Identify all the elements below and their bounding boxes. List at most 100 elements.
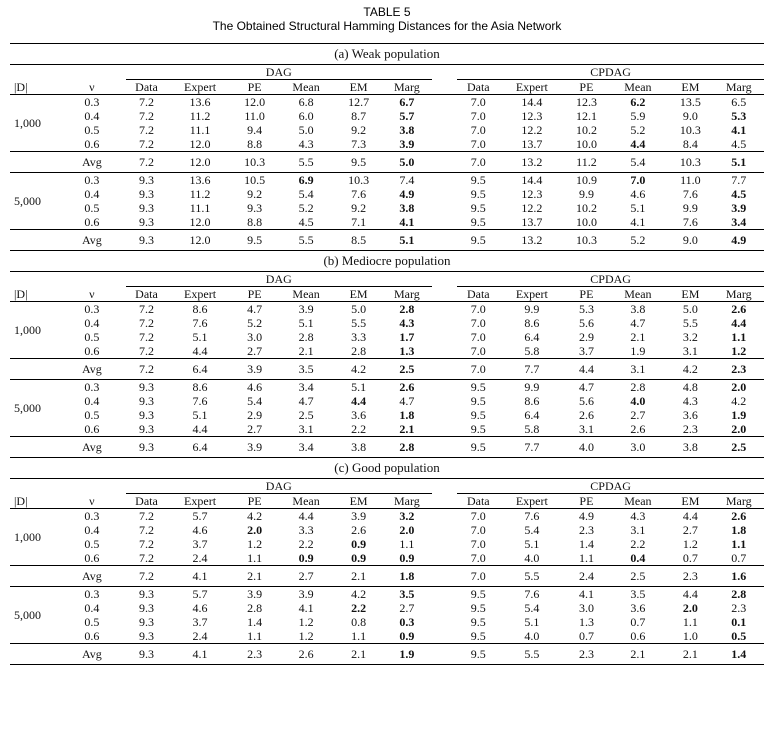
dag-value-cell: 6.7 xyxy=(381,94,433,109)
cpdag-value-cell: 7.0 xyxy=(470,316,486,330)
dag-value-cell: 0.8 xyxy=(351,615,367,629)
cpdag-value-cell: 8.4 xyxy=(682,137,698,151)
group-header-cpdag: CPDAG xyxy=(457,478,764,494)
dag-value-cell: 4.7 xyxy=(399,394,415,408)
cpdag-value-cell: 5.0 xyxy=(667,301,714,316)
cpdag-value-cell: 5.2 xyxy=(630,123,646,137)
cpdag-value-cell: 2.0 xyxy=(731,422,747,436)
cpdag-value-cell: 1.1 xyxy=(682,615,698,629)
blank-cell xyxy=(10,643,59,665)
dag-value-cell: 7.3 xyxy=(351,137,367,151)
dag-value-cell: 0.3 xyxy=(399,615,415,629)
dag-avg-cell: 7.2 xyxy=(125,358,168,380)
cpdag-value-cell: 7.0 xyxy=(470,137,486,151)
gap-cell xyxy=(432,344,457,359)
dag-value-cell: 6.8 xyxy=(276,94,336,109)
dag-value-cell: 0.9 xyxy=(298,551,314,565)
cpdag-value-cell: 7.0 xyxy=(470,109,486,123)
dag-value-cell: 2.6 xyxy=(351,523,367,537)
dag-value-cell: 4.7 xyxy=(298,394,314,408)
dag-value-cell: 0.9 xyxy=(399,551,415,565)
gap-cell xyxy=(432,287,457,302)
dag-value-cell: 1.1 xyxy=(351,629,367,643)
cpdag-avg-cell: 13.2 xyxy=(499,229,565,251)
cpdag-value-cell: 3.5 xyxy=(608,586,668,601)
gap-cell xyxy=(432,358,458,380)
cpdag-value-cell: 4.3 xyxy=(682,394,698,408)
dag-value-cell: 3.4 xyxy=(276,379,336,394)
dag-avg-cell: 5.5 xyxy=(276,151,336,173)
cpdag-value-cell: 4.8 xyxy=(667,379,714,394)
gap-cell xyxy=(432,271,458,287)
column-header: PE xyxy=(579,287,594,301)
dag-avg-cell: 9.3 xyxy=(125,643,168,665)
dag-value-cell: 4.6 xyxy=(192,523,208,537)
nu-cell: 0.4 xyxy=(84,109,100,123)
gap-cell xyxy=(432,565,458,587)
average-row: Avg 7.2 12.0 10.3 5.5 9.5 5.0 7.0 13.2 11.2 5.4 10.… xyxy=(10,151,764,173)
cpdag-value-cell: 4.7 xyxy=(630,316,646,330)
cpdag-value-cell: 1.2 xyxy=(682,537,698,551)
dag-value-cell: 4.2 xyxy=(335,586,382,601)
cpdag-value-cell: 8.6 xyxy=(524,316,540,330)
dag-avg-cell: 2.5 xyxy=(381,358,433,380)
column-header: EM xyxy=(349,80,368,94)
column-header-d: |D| xyxy=(14,286,28,301)
table-row: 1,000 0.3 7.2 8.6 4.7 3.9 5.0 2.8 7.0 9.9 5.3 3.8 5.… xyxy=(10,301,764,359)
cpdag-value-cell: 0.5 xyxy=(731,629,747,643)
cpdag-value-cell: 4.4 xyxy=(630,137,646,151)
column-header: Data xyxy=(135,80,158,94)
dag-value-cell: 3.9 xyxy=(276,301,336,316)
dag-avg-cell: 12.0 xyxy=(167,229,233,251)
cpdag-value-cell: 2.0 xyxy=(713,379,764,394)
cpdag-avg-cell: 2.3 xyxy=(564,643,609,665)
average-row: Avg 7.2 6.4 3.9 3.5 4.2 2.5 7.0 7.7 4.4 3.1 4.2 2.3 xyxy=(10,358,764,380)
blank-cell xyxy=(10,151,59,173)
cpdag-value-cell: 10.3 xyxy=(679,123,701,137)
gap-cell xyxy=(432,394,457,408)
cpdag-avg-cell: 10.3 xyxy=(667,151,714,173)
cpdag-value-cell: 0.1 xyxy=(731,615,747,629)
column-header: Data xyxy=(466,494,490,508)
cpdag-value-cell: 5.1 xyxy=(524,537,540,551)
cpdag-avg-cell: 2.5 xyxy=(608,565,668,587)
dag-value-cell: 7.2 xyxy=(139,537,154,551)
column-header-row: |D| ν Data Expert PE Mean EM Marg Data Expert PE Me… xyxy=(10,287,764,302)
cpdag-value-cell: 4.2 xyxy=(731,394,747,408)
table-row: 5,000 0.3 9.3 5.7 3.9 3.9 4.2 3.5 9.5 7.6 4.1 3.5 4.… xyxy=(10,586,764,644)
dag-value-cell: 9.3 xyxy=(139,601,154,615)
cpdag-value-cell: 3.9 xyxy=(731,201,747,215)
avg-label: Avg xyxy=(58,229,126,251)
dataset-size-cell: 1,000 xyxy=(10,508,59,566)
dag-value-cell: 7.6 xyxy=(351,187,367,201)
cpdag-value-cell: 2.3 xyxy=(731,601,747,615)
gap-cell xyxy=(432,94,458,109)
cpdag-value-cell: 12.2 xyxy=(521,123,543,137)
dag-value-cell: 5.2 xyxy=(247,316,263,330)
dag-value-cell: 4.5 xyxy=(298,215,314,229)
dag-value-cell: 3.6 xyxy=(351,408,367,422)
cpdag-value-cell: 14.4 xyxy=(499,172,565,187)
dag-value-cell: 9.3 xyxy=(139,615,154,629)
dag-avg-cell: 4.1 xyxy=(167,643,233,665)
dataset-size-cell: 1,000 xyxy=(10,301,59,359)
dag-value-cell: 3.3 xyxy=(351,330,367,344)
cpdag-value-cell: 6.5 xyxy=(713,94,764,109)
group-header-row: DAG CPDAG xyxy=(10,64,764,80)
blank-cell xyxy=(58,271,126,287)
column-header: Expert xyxy=(515,80,548,94)
column-header: Marg xyxy=(725,80,752,94)
dag-value-cell: 9.3 xyxy=(125,586,168,601)
dag-avg-cell: 9.5 xyxy=(335,151,382,173)
group-header-row: DAG CPDAG xyxy=(10,478,764,494)
gap-cell xyxy=(432,629,457,644)
avg-label: Avg xyxy=(58,436,126,458)
cpdag-avg-cell: 7.0 xyxy=(457,358,500,380)
avg-label: Avg xyxy=(58,151,126,173)
dag-value-cell: 5.0 xyxy=(298,123,314,137)
dag-value-cell: 1.2 xyxy=(298,629,314,643)
cpdag-value-cell: 5.4 xyxy=(524,601,540,615)
nu-cell: 0.4 xyxy=(84,316,100,330)
cpdag-value-cell: 12.3 xyxy=(521,187,543,201)
